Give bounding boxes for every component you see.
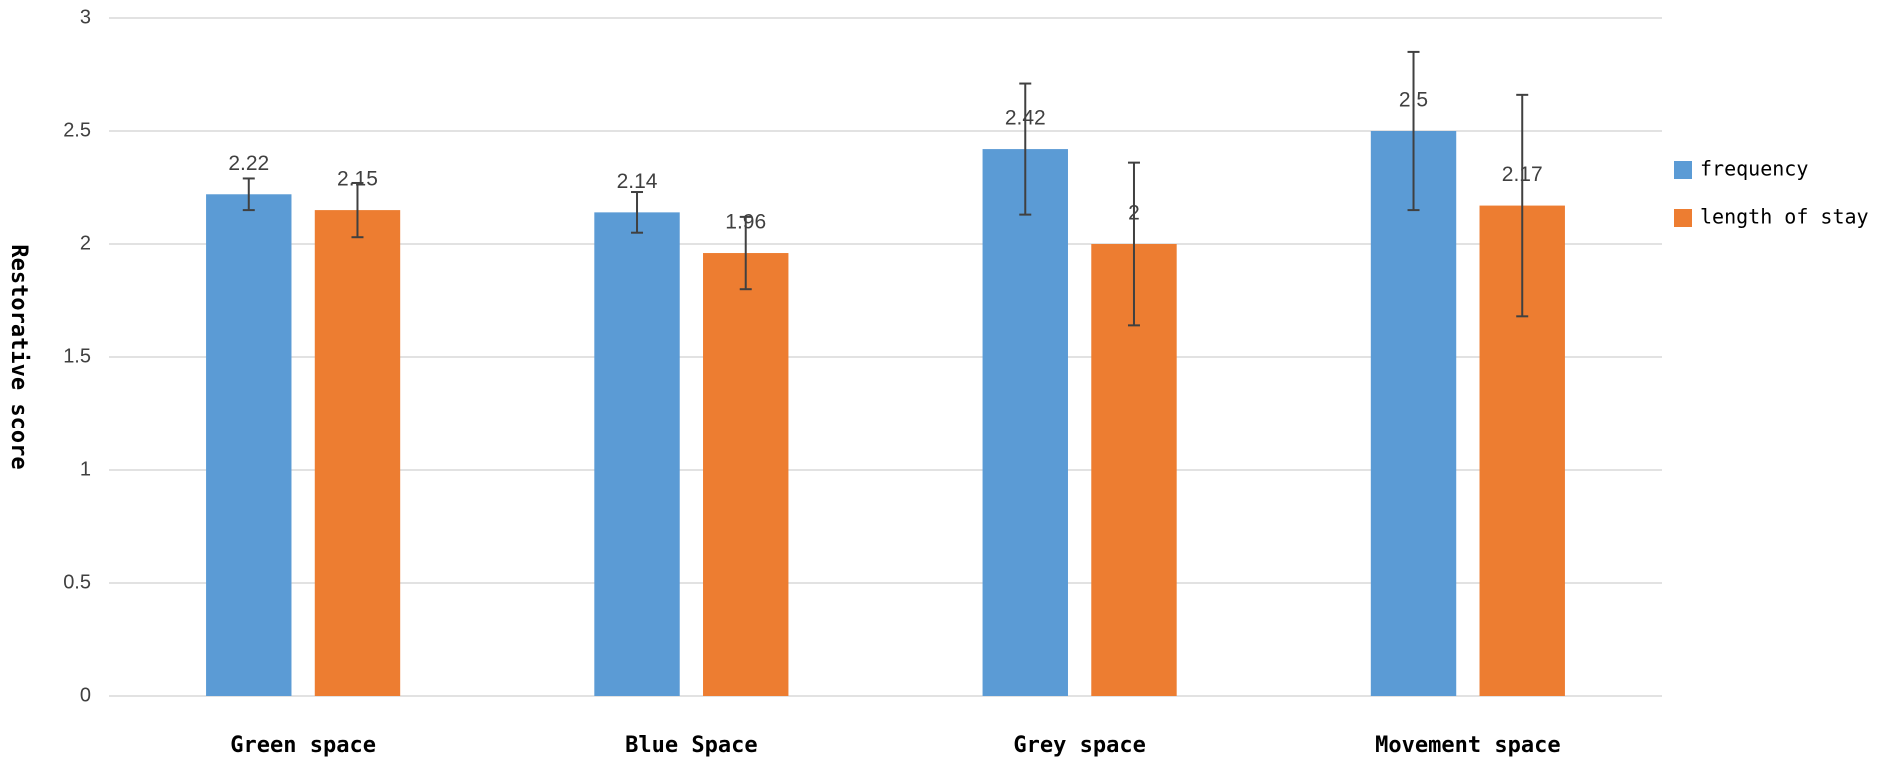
y-tick-label: 2 (80, 232, 91, 254)
error-bar (1019, 82, 1032, 216)
error-bar (351, 181, 364, 239)
bar (703, 253, 789, 697)
error-bar (1407, 50, 1420, 212)
data-label: 2.17 (1502, 163, 1543, 186)
error-bar (242, 177, 255, 212)
x-tick-label: Green space (230, 733, 376, 758)
y-tick-label: 0.5 (63, 571, 91, 593)
data-label: 2.5 (1399, 89, 1428, 112)
data-label: 2.22 (228, 152, 269, 175)
bar (314, 210, 401, 696)
x-tick-label: Movement space (1375, 733, 1560, 758)
y-axis-label: Restorative score (6, 244, 31, 469)
y-tick-label: 1 (80, 458, 91, 480)
data-label: 2.15 (337, 168, 378, 191)
y-tick-label: 2.5 (63, 119, 91, 141)
y-tick-label: 3 (80, 6, 91, 28)
y-tick-label: 1.5 (63, 345, 91, 367)
error-bar (631, 191, 644, 234)
legend-label: length of stay (1700, 205, 1869, 229)
x-tick-label: Grey space (1013, 733, 1145, 758)
bar (594, 212, 680, 697)
y-tick-label: 0 (80, 684, 91, 706)
error-bar (1127, 161, 1140, 327)
data-label: 2.42 (1005, 107, 1046, 130)
bar (982, 149, 1068, 696)
data-label: 2.14 (617, 170, 658, 193)
bar (206, 194, 292, 696)
bar (1370, 131, 1457, 696)
error-bar (1516, 93, 1529, 318)
legend-swatch (1674, 209, 1692, 227)
data-label: 2 (1128, 202, 1140, 225)
legend-swatch (1674, 161, 1692, 179)
data-label: 1.96 (725, 211, 766, 234)
x-tick-label: Blue Space (625, 733, 757, 758)
error-bar (739, 215, 752, 291)
legend-label: frequency (1700, 157, 1808, 181)
